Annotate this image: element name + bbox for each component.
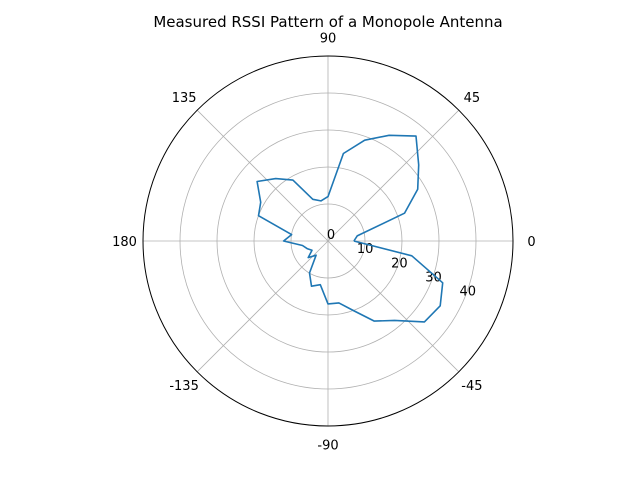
polar-grid [143, 56, 513, 426]
radial-tick-label: 10 [357, 242, 374, 257]
angle-tick-labels: 0 45 90 135 180 -135 -90 -45 [112, 32, 536, 454]
angle-tick-label: 90 [320, 32, 337, 47]
radial-tick-label: 40 [459, 285, 476, 300]
radial-tick-label: 20 [391, 256, 408, 271]
angle-tick-label: -45 [461, 379, 482, 394]
angle-grid-line-135 [196, 109, 329, 242]
angle-tick-label: -135 [169, 379, 199, 394]
angle-grid-line-45 [327, 109, 460, 242]
series-layer [256, 134, 444, 323]
angle-grid-line--135 [196, 240, 329, 373]
radial-tick-label: 0 [327, 228, 335, 243]
series-line-0 [256, 134, 444, 323]
polar-frame [142, 55, 514, 427]
radial-tick-labels: 0 10 20 30 40 [327, 228, 476, 300]
chart-title: Measured RSSI Pattern of a Monopole Ante… [153, 13, 502, 31]
angle-tick-label: -90 [317, 439, 338, 454]
angle-tick-label: 135 [172, 91, 197, 106]
angle-tick-label: 180 [112, 235, 137, 250]
angle-grid-line--45 [327, 240, 460, 373]
angle-tick-label: 0 [527, 235, 535, 250]
radial-tick-label: 30 [425, 270, 442, 285]
angle-tick-label: 45 [464, 91, 481, 106]
